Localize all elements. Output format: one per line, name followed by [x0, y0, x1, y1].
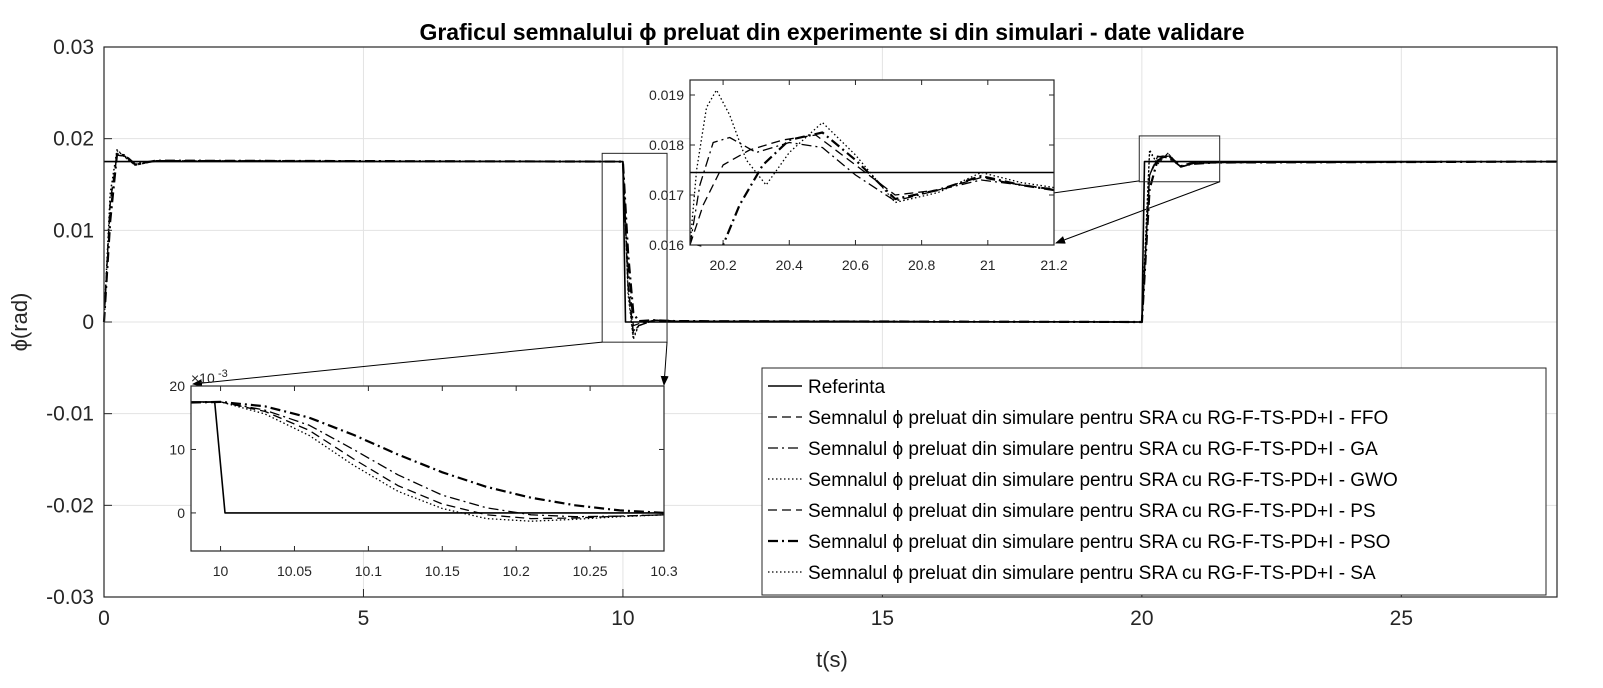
inset-series-line-0: [191, 401, 664, 514]
inset-y-tick-label: 0.016: [649, 237, 684, 253]
x-tick-label: 0: [98, 607, 110, 630]
inset-series-line-4: [191, 400, 664, 514]
inset-background: [690, 80, 1054, 245]
zoom-arrow-1a: [192, 341, 603, 388]
inset-lines: [191, 400, 664, 522]
inset-x-tick-label: 21.2: [1040, 257, 1067, 273]
inset-x-tick-label: 20.2: [709, 257, 736, 273]
inset-series-line-1: [690, 134, 1054, 245]
zoom-box-2: [1138, 135, 1221, 183]
x-axis-label: t(s): [816, 647, 848, 672]
series-line-6: [103, 149, 1558, 339]
y-tick-label: 0: [82, 311, 94, 334]
legend-entry-6: Semnalul ϕ preluat din simulare pentru S…: [808, 563, 1376, 584]
inset-x-tick-label: 10.25: [573, 563, 608, 579]
zoom-arrow-1b: [660, 342, 669, 386]
inset-y-tick-label: 0: [177, 505, 185, 521]
inset-series-line-3: [690, 89, 1054, 245]
inset-x-tick-label: 10.1: [355, 563, 382, 579]
x-tick-label: 20: [1130, 607, 1153, 630]
y-tick-label: 0.03: [53, 36, 94, 59]
inset-step-down: 10 10.05 10.1 10.15 10.2 10.25 10.3 0 10 20 ×10 -3: [169, 368, 677, 579]
x-tick-label: 15: [871, 607, 894, 630]
inset-x-tick-label: 20.4: [776, 257, 803, 273]
legend-entry-5: Semnalul ϕ preluat din simulare pentru S…: [808, 532, 1390, 553]
axis-ticks: 0 5 10 15 20 25 -0.03 -0.02 -0.01 0 0.01 0.02 0.03: [46, 36, 1413, 630]
inset-x-tick-label: 20.6: [842, 257, 869, 273]
inset-x-tick-label: 10.2: [503, 563, 530, 579]
inset-y-tick-label: 20: [169, 378, 185, 394]
inset-frame: [689, 79, 1055, 246]
inset-x-tick-label: 21: [980, 257, 996, 273]
inset-series-line-4: [721, 131, 1054, 245]
inset-exponent-power: -3: [218, 368, 228, 380]
inset-y-tick-label: 10: [169, 441, 185, 457]
inset-series-line-2: [690, 136, 1054, 245]
inset-y-tick-label: 0.019: [649, 87, 684, 103]
inset-x-tick-label: 10: [213, 563, 229, 579]
inset-exponent-label: ×10: [191, 370, 215, 386]
inset-background: [191, 386, 664, 551]
chart-title: Graficul semnalului ϕ preluat din experi…: [419, 19, 1244, 45]
inset-series-line-3: [191, 401, 664, 522]
x-tick-label: 25: [1390, 607, 1413, 630]
inset-x-tick-label: 10.05: [277, 563, 312, 579]
legend-entry-4: Semnalul ϕ preluat din simulare pentru S…: [808, 501, 1376, 522]
y-axis-label: ϕ(rad): [7, 293, 32, 352]
legend-box: [761, 367, 1547, 596]
inset-lines: [690, 89, 1054, 245]
legend-entry-2: Semnalul ϕ preluat din simulare pentru S…: [808, 439, 1378, 460]
x-tick-label: 5: [358, 607, 370, 630]
inset-frame: [190, 385, 665, 552]
legend-entry-3: Semnalul ϕ preluat din simulare pentru S…: [808, 470, 1398, 491]
zoom-arrow-2b: [1055, 181, 1220, 244]
legend-entry-0: Referinta: [808, 377, 886, 398]
legend-entry-1: Semnalul ϕ preluat din simulare pentru S…: [808, 408, 1388, 429]
inset-x-tick-label: 10.15: [425, 563, 460, 579]
x-tick-label: 10: [611, 607, 634, 630]
inset-x-tick-label: 20.8: [908, 257, 935, 273]
inset-series-line-2: [191, 401, 664, 518]
y-tick-label: -0.02: [46, 494, 94, 517]
inset-y-tick-label: 0.018: [649, 137, 684, 153]
main-plot-area: [102, 149, 1558, 341]
y-tick-label: -0.01: [46, 403, 94, 426]
inset-step-up: 20.2 20.4 20.6 20.8 21 21.2 0.016 0.017 0.018 0.0…: [649, 79, 1068, 273]
zoom-box-1: [601, 152, 668, 343]
y-tick-label: -0.03: [46, 586, 94, 609]
series-line-5: [102, 153, 1558, 324]
y-tick-label: 0.02: [53, 128, 94, 151]
legend: Referinta Semnalul ϕ preluat din simulare…: [761, 367, 1547, 596]
inset-y-tick-label: 0.017: [649, 187, 684, 203]
inset-x-tick-label: 10.3: [650, 563, 677, 579]
y-tick-label: 0.01: [53, 219, 94, 242]
